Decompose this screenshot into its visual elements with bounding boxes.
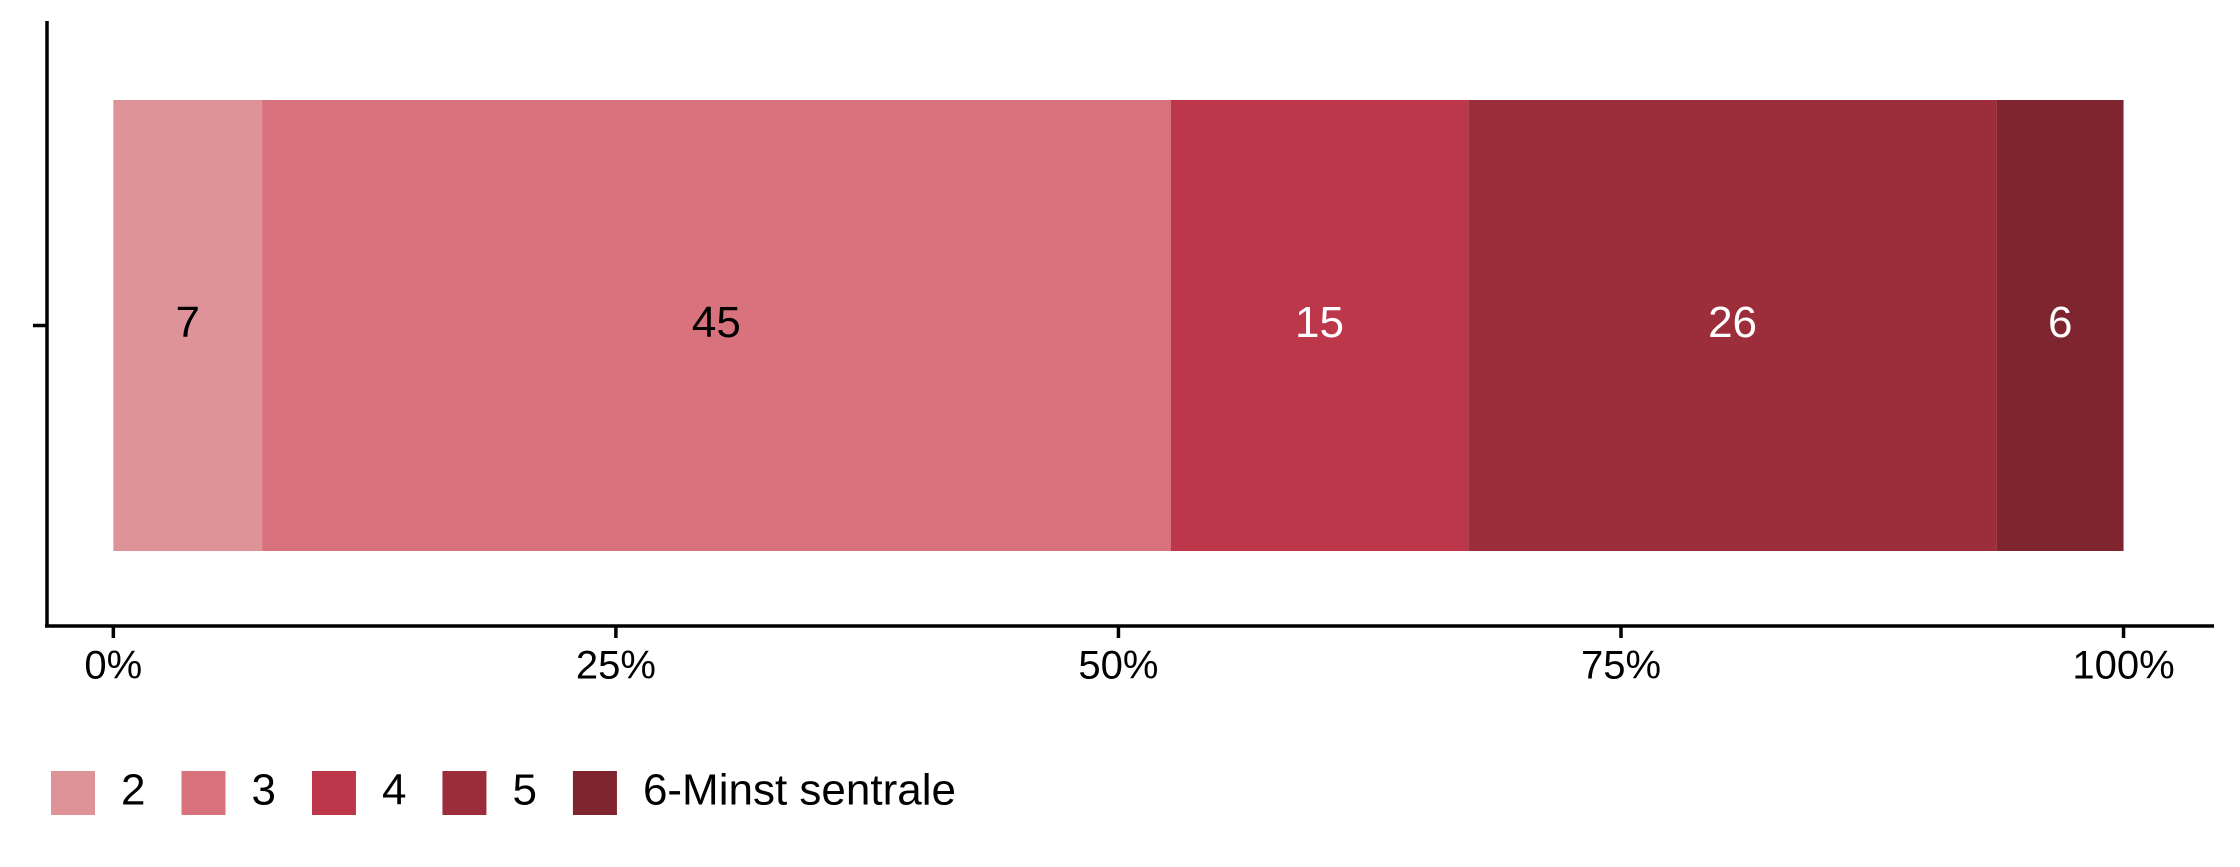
legend-label: 2 bbox=[121, 766, 145, 815]
legend-swatch bbox=[181, 771, 226, 815]
x-tick-label: 75% bbox=[1581, 644, 1661, 688]
legend-label: 3 bbox=[251, 766, 275, 815]
legend-label: 6-Minst sentrale bbox=[643, 766, 956, 815]
legend-swatch bbox=[311, 771, 356, 815]
x-tick-label: 50% bbox=[1078, 644, 1158, 688]
legend-swatch bbox=[572, 771, 617, 815]
data-label: 15 bbox=[1295, 298, 1344, 347]
legend-label: 4 bbox=[382, 766, 406, 815]
bar-segment bbox=[1996, 100, 2124, 551]
x-tick-label: 100% bbox=[2072, 644, 2174, 688]
data-label: 26 bbox=[1708, 298, 1757, 347]
legend-label: 5 bbox=[512, 766, 536, 815]
data-label: 45 bbox=[692, 298, 741, 347]
data-label: 6 bbox=[2048, 298, 2072, 347]
legend-swatch bbox=[51, 771, 95, 815]
bar-segment bbox=[113, 100, 263, 551]
bar-segment bbox=[262, 100, 1171, 551]
data-label: 7 bbox=[175, 298, 199, 347]
bar-segment bbox=[1170, 100, 1469, 551]
x-tick-label: 0% bbox=[84, 644, 142, 688]
legend-swatch bbox=[442, 771, 487, 815]
x-tick-label: 25% bbox=[576, 644, 656, 688]
bar-segment bbox=[1468, 100, 1997, 551]
